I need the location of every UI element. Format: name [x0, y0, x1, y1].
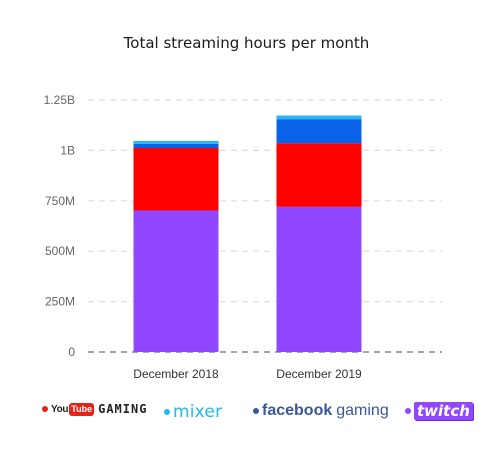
youtube-gaming-label: GAMING	[98, 402, 148, 416]
y-tick-label: 1B	[60, 143, 75, 157]
mixer-label: mixer	[173, 402, 223, 422]
chart-title: Total streaming hours per month	[123, 34, 370, 52]
x-category-label: December 2018	[133, 367, 219, 381]
legend: You Tube GAMING mixer facebook gaming tw…	[0, 402, 493, 428]
y-tick-label: 250M	[45, 295, 75, 309]
mixer-dot-icon	[164, 409, 170, 415]
bar-segment-twitch	[133, 210, 219, 352]
facebook-label: facebook	[262, 402, 333, 419]
facebook-gaming-label: gaming	[336, 402, 389, 419]
legend-youtube-gaming: You Tube GAMING	[42, 402, 147, 416]
y-tick-label: 500M	[45, 244, 75, 258]
bar-segment-youtube-gaming	[133, 147, 219, 211]
y-tick-label: 0	[68, 345, 75, 359]
youtube-logo-you: You	[51, 403, 69, 415]
legend-twitch: twitch	[405, 402, 473, 420]
bar-segment-mixer	[276, 115, 362, 120]
facebook-dot-icon	[253, 408, 259, 414]
bar-segment-mixer	[133, 140, 219, 144]
twitch-label: twitch	[414, 402, 473, 420]
legend-facebook-gaming: facebook gaming	[253, 402, 389, 420]
bar-segment-twitch	[276, 206, 362, 352]
youtube-dot-icon	[42, 406, 48, 412]
twitch-dot-icon	[405, 408, 411, 414]
y-tick-label: 750M	[45, 194, 75, 208]
bar-segment-facebook-gaming	[276, 119, 362, 144]
x-category-label: December 2019	[276, 367, 362, 381]
youtube-logo-tube: Tube	[69, 402, 95, 416]
bar-segment-facebook-gaming	[133, 143, 219, 148]
bar-segment-youtube-gaming	[276, 143, 362, 207]
chart-plot: 0 250M 500M 750M 1B 1.25B December 2018 Decembe…	[44, 93, 442, 381]
y-tick-label: 1.25B	[44, 93, 75, 107]
legend-mixer: mixer	[164, 402, 222, 422]
